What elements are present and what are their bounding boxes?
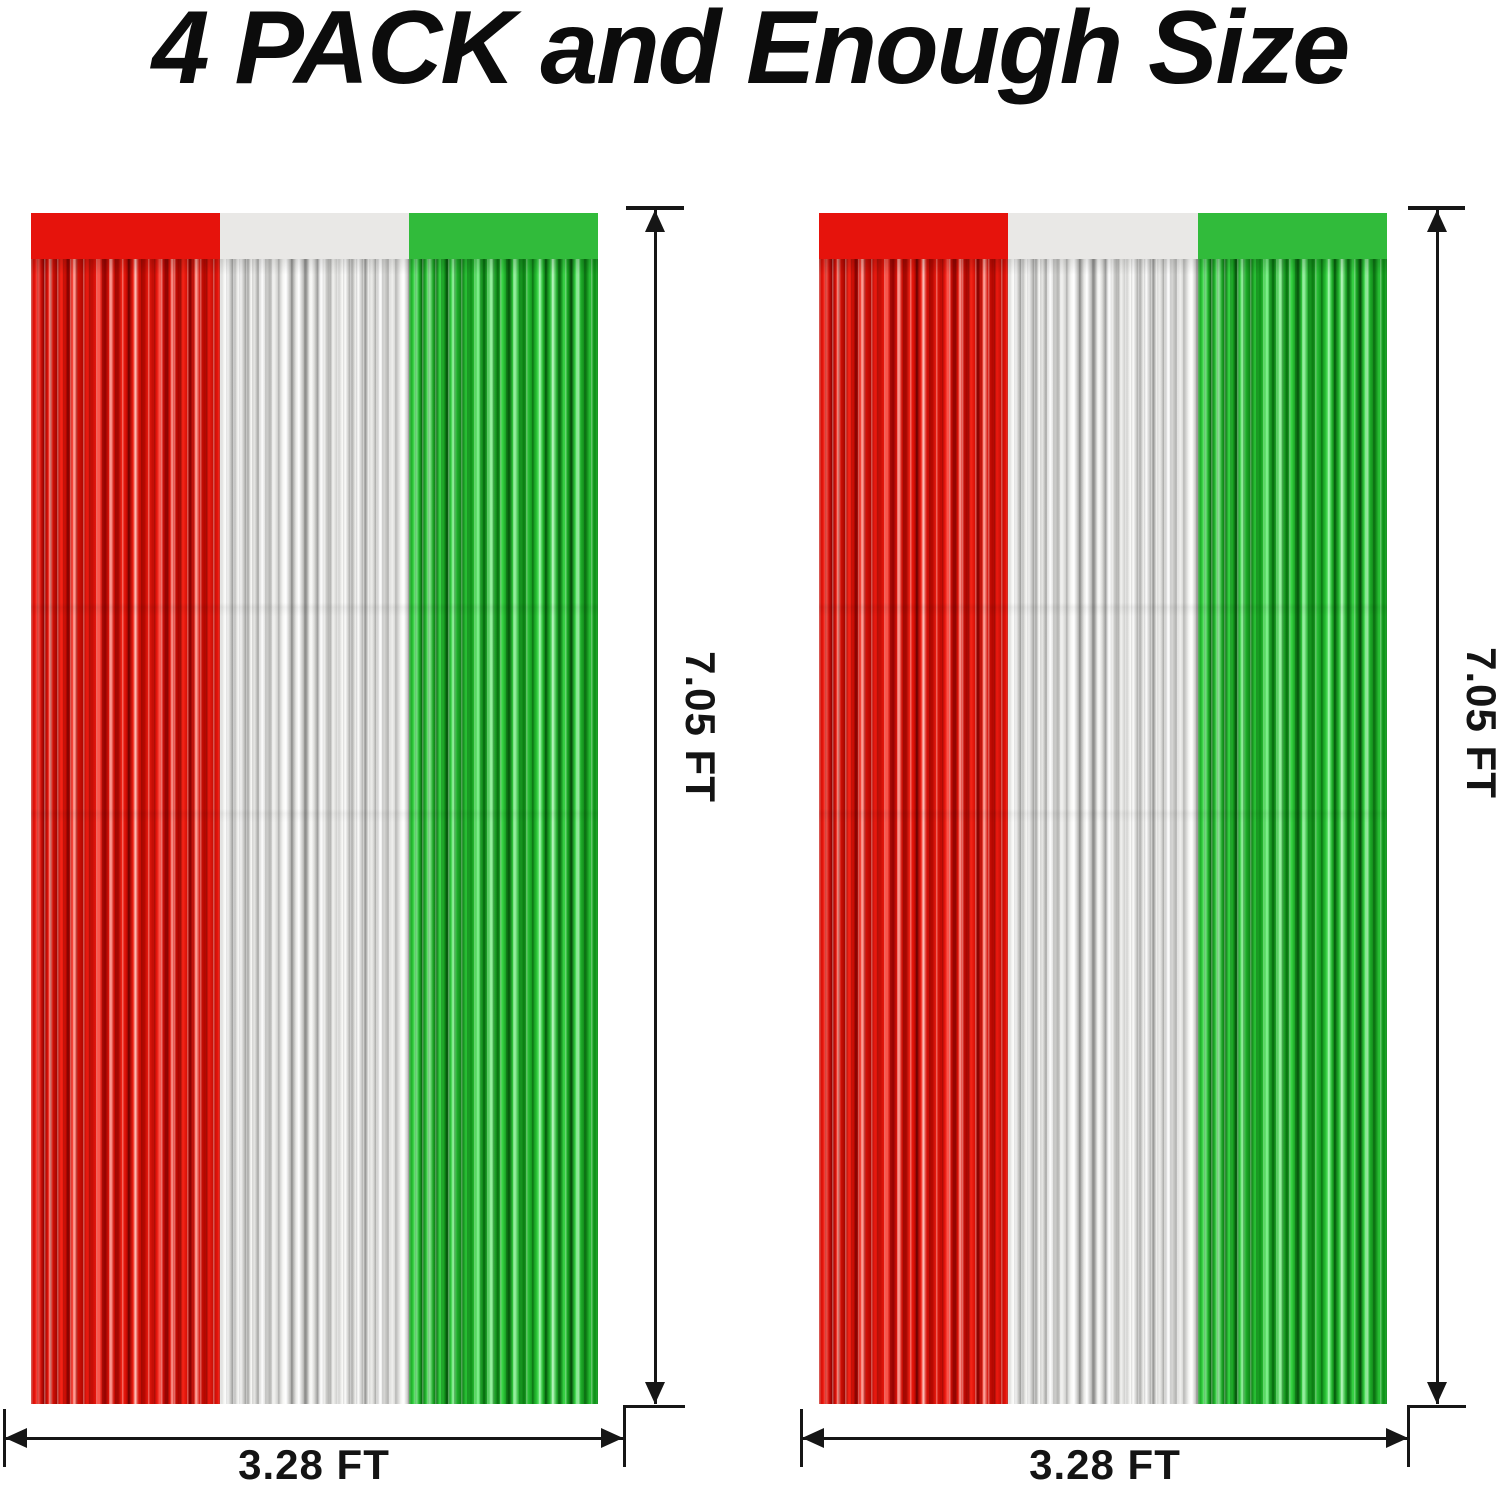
silver-fringe [220, 259, 409, 1404]
red-stripe [31, 213, 220, 1404]
corner-bracket-horizontal [623, 1405, 685, 1408]
height-dimension-line [1436, 208, 1439, 1404]
green-stripe [1197, 213, 1387, 1404]
silver-fringe [1008, 259, 1198, 1404]
silver-stripe [220, 213, 409, 1404]
green-header-band [409, 213, 598, 259]
silver-header-band [220, 213, 409, 259]
width-dimension-line [802, 1437, 1408, 1440]
arrow-left-icon [5, 1428, 27, 1448]
page-title: 4 PACK and Enough Size [151, 0, 1350, 106]
witness-line [3, 1409, 6, 1467]
arrow-up-icon [645, 210, 665, 232]
width-dimension-line [5, 1437, 623, 1440]
red-fringe [819, 259, 1009, 1404]
corner-bracket-horizontal [1407, 1405, 1466, 1408]
green-header-band [1197, 213, 1387, 259]
height-label: 7.05 FT [1458, 647, 1500, 799]
red-stripe [819, 213, 1009, 1404]
corner-bracket-vertical [623, 1405, 626, 1467]
arrow-right-icon [1386, 1428, 1408, 1448]
red-fringe [31, 259, 220, 1404]
arrow-right-icon [601, 1428, 623, 1448]
green-fringe [409, 259, 598, 1404]
red-header-band [31, 213, 220, 259]
foil-curtain-right [819, 213, 1387, 1404]
height-dimension-line [654, 208, 657, 1404]
width-label: 3.28 FT [238, 1441, 390, 1488]
witness-line [800, 1409, 803, 1467]
arrow-left-icon [802, 1428, 824, 1448]
corner-bracket-vertical [1407, 1405, 1410, 1467]
silver-stripe [1008, 213, 1198, 1404]
arrow-down-icon [1427, 1382, 1447, 1404]
foil-curtain-left [31, 213, 598, 1404]
width-label: 3.28 FT [1029, 1441, 1181, 1488]
arrow-down-icon [645, 1382, 665, 1404]
silver-header-band [1008, 213, 1198, 259]
height-label: 7.05 FT [677, 651, 724, 803]
red-header-band [819, 213, 1009, 259]
arrow-up-icon [1427, 210, 1447, 232]
green-fringe [1197, 259, 1387, 1404]
green-stripe [409, 213, 598, 1404]
